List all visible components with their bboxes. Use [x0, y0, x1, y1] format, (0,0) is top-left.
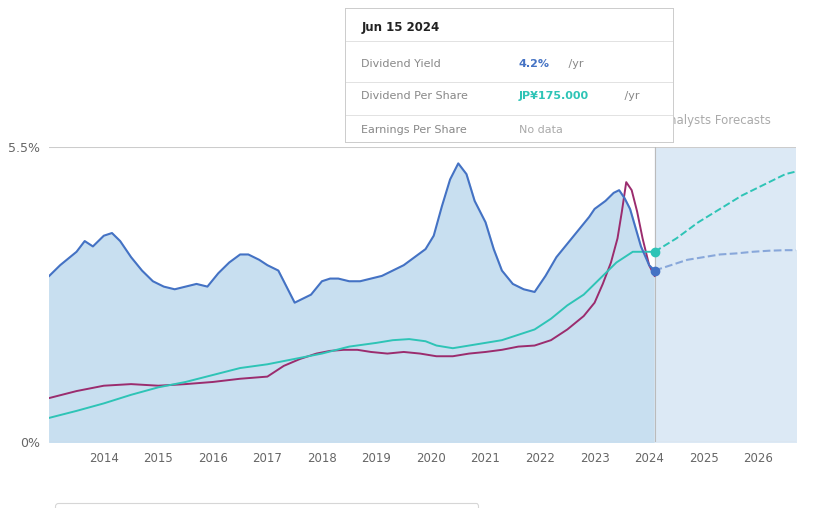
Text: Dividend Per Share: Dividend Per Share	[361, 91, 468, 101]
Legend: Dividend Yield, Dividend Per Share, Earnings Per Share: Dividend Yield, Dividend Per Share, Earn…	[55, 503, 478, 508]
Text: /yr: /yr	[565, 59, 584, 69]
Text: Analysts Forecasts: Analysts Forecasts	[661, 114, 771, 127]
Text: No data: No data	[519, 125, 562, 135]
Text: Earnings Per Share: Earnings Per Share	[361, 125, 467, 135]
Text: Jun 15 2024: Jun 15 2024	[361, 21, 439, 34]
Text: Dividend Yield: Dividend Yield	[361, 59, 441, 69]
Text: 4.2%: 4.2%	[519, 59, 550, 69]
Bar	[654, 147, 796, 442]
Text: JP¥175.000: JP¥175.000	[519, 91, 589, 101]
Text: /yr: /yr	[621, 91, 640, 101]
Text: Past: Past	[626, 114, 650, 127]
